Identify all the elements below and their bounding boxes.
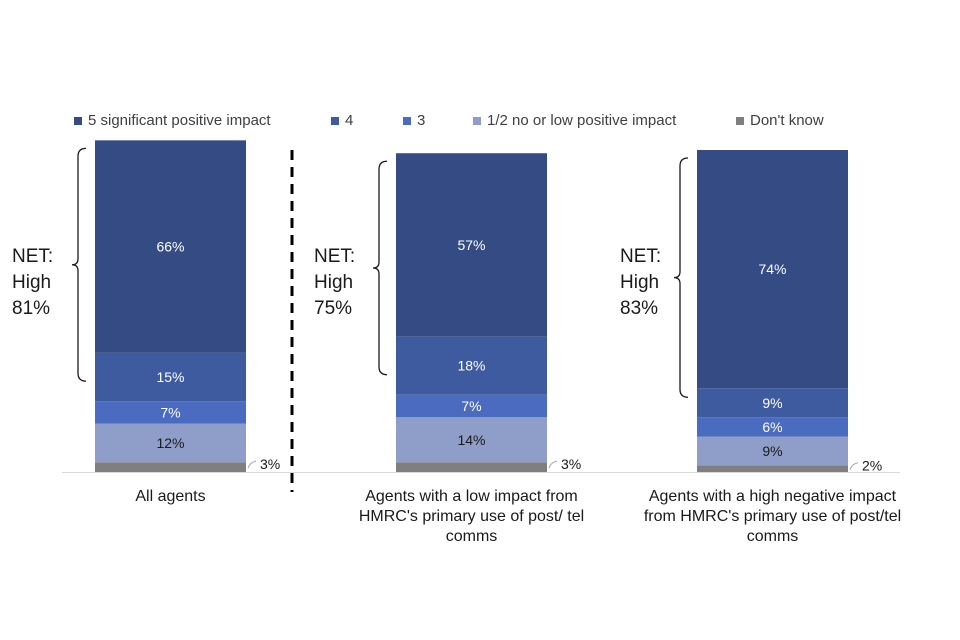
bar-segment-s4 xyxy=(697,388,848,418)
category-label-line: All agents xyxy=(135,488,206,505)
net-label-line: 83% xyxy=(620,298,659,319)
bar-segment-s3 xyxy=(697,417,848,437)
legend: 5 significant positive impact 4 3 1/2 no or… xyxy=(0,112,960,132)
category-label: Agents with a low impact from HMRC's prim… xyxy=(322,487,622,547)
data-label: 66% xyxy=(156,239,184,255)
net-brace xyxy=(372,160,388,376)
data-label: 9% xyxy=(762,395,782,411)
bar-segment-s5 xyxy=(396,153,547,337)
net-label-line: 81% xyxy=(12,298,51,319)
bar-segment-dk xyxy=(95,462,246,472)
category-label-line: Agents with a high negative impact xyxy=(648,488,897,505)
legend-label: 1/2 no or low positive impact xyxy=(487,112,677,129)
data-label: 57% xyxy=(457,237,485,253)
bar-segment-s3 xyxy=(95,401,246,424)
bar-group-0: 3% 12% 7% 15% 66% xyxy=(95,140,280,472)
net-label: NET: High 83% xyxy=(620,244,661,322)
data-label: 14% xyxy=(457,432,485,448)
legend-item-s3: 3 xyxy=(403,112,425,129)
net-label-line: NET: xyxy=(12,246,54,267)
net-brace xyxy=(673,157,689,398)
legend-swatch xyxy=(473,116,481,125)
category-label-line: HMRC's primary use of post/ tel xyxy=(358,508,585,525)
bar-segment-s5 xyxy=(95,140,246,353)
legend-item-s4: 4 xyxy=(331,112,353,129)
legend-label: Don't know xyxy=(750,112,824,129)
legend-item-s12: 1/2 no or low positive impact xyxy=(473,112,676,129)
bar-segment-s12 xyxy=(396,417,547,463)
bar-group-1: 3% 14% 7% 18% 57% xyxy=(396,153,581,472)
data-label: 74% xyxy=(758,261,786,277)
bar-segment-dk xyxy=(697,465,848,472)
legend-label: 3 xyxy=(417,112,426,129)
bar-segment-s5 xyxy=(697,150,848,389)
category-label-line: comms xyxy=(445,528,498,545)
data-label: 12% xyxy=(156,435,184,451)
category-label-line: comms xyxy=(746,528,799,545)
legend-swatch xyxy=(331,116,339,125)
bar-segment-s12 xyxy=(697,436,848,466)
leader-line xyxy=(849,462,859,470)
legend-label: 5 significant positive impact xyxy=(88,112,271,129)
legend-swatch xyxy=(403,116,411,125)
net-label: NET: High 75% xyxy=(314,244,355,322)
bar-segment-s4 xyxy=(396,336,547,395)
data-label: 3% xyxy=(260,456,280,472)
net-label-line: 75% xyxy=(314,298,353,319)
legend-label: 4 xyxy=(345,112,354,129)
category-label-line: from HMRC's primary use of post/tel xyxy=(643,508,902,525)
legend-swatch xyxy=(736,116,744,125)
leader-line xyxy=(247,460,257,469)
data-label: 9% xyxy=(762,443,782,459)
net-label-line: NET: xyxy=(620,246,662,267)
bar-group-2: 2% 9% 6% 9% 74% xyxy=(697,150,882,473)
bar-segment-s3 xyxy=(396,394,547,418)
bar-segment-dk xyxy=(396,462,547,472)
legend-item-dk: Don't know xyxy=(736,112,824,129)
data-label: 7% xyxy=(461,398,481,414)
category-label: Agents with a high negative impact from H… xyxy=(623,487,923,547)
leader-line xyxy=(548,460,558,469)
category-label-line: Agents with a low impact from xyxy=(365,488,578,505)
net-label-line: NET: xyxy=(314,246,356,267)
data-label: 2% xyxy=(862,457,882,473)
net-label: NET: High 81% xyxy=(12,244,53,322)
net-label-line: High xyxy=(314,272,354,293)
data-label: 18% xyxy=(457,358,485,374)
bar-segment-s4 xyxy=(95,352,246,402)
bar-segment-s12 xyxy=(95,423,246,463)
net-brace xyxy=(71,147,87,382)
net-label-line: High xyxy=(12,272,52,293)
net-label-line: High xyxy=(620,272,660,293)
data-label: 3% xyxy=(561,456,581,472)
data-label: 7% xyxy=(160,404,180,420)
legend-item-s5: 5 significant positive impact xyxy=(74,112,271,129)
category-label: All agents xyxy=(21,487,321,507)
legend-swatch xyxy=(74,116,82,125)
data-label: 6% xyxy=(762,419,782,435)
data-label: 15% xyxy=(156,369,184,385)
